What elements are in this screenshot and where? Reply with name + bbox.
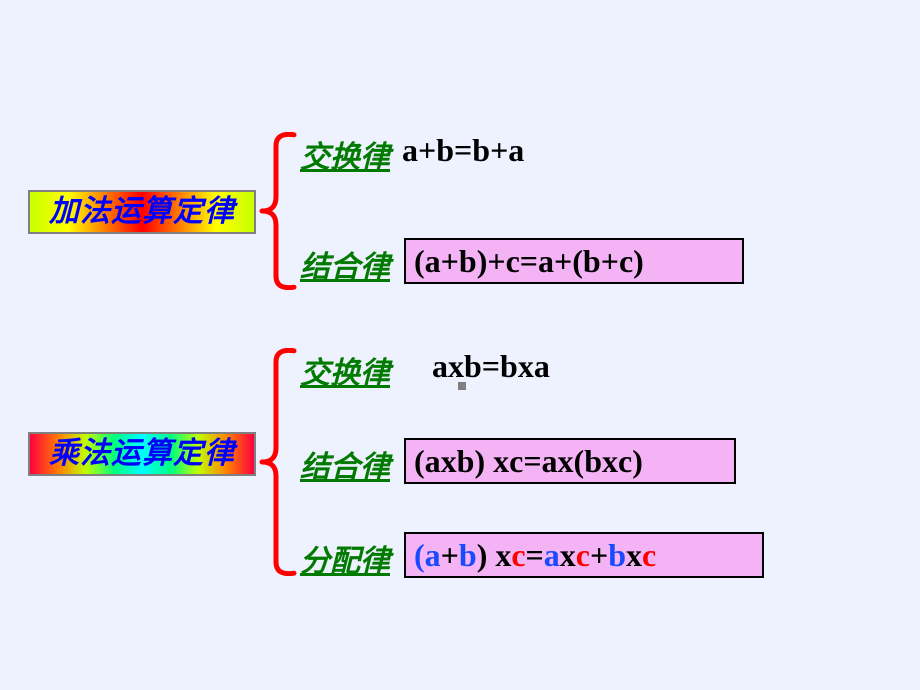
addition-commutative-formula: a+b=b+a [402, 132, 524, 169]
formula-segment: a [544, 537, 560, 573]
formula-segment: ) x [477, 537, 512, 573]
addition-laws-title-text: 加法运算定律 [49, 192, 235, 232]
multiplication-associative-formula: (axb) xc=ax(bxc) [404, 438, 736, 484]
multiplication-commutative-label: 交换律 [300, 348, 390, 392]
formula-segment: + [441, 537, 459, 573]
addition-bracket [258, 132, 298, 290]
formula-segment: x [560, 537, 576, 573]
multiplication-distributive-formula: (a+b) xc=axc+bxc [404, 532, 764, 578]
formula-segment: b [459, 537, 477, 573]
formula-segment: c [576, 537, 590, 573]
formula-segment: c [511, 537, 525, 573]
multiplication-laws-title-text: 乘法运算定律 [49, 434, 235, 474]
formula-segment: (a [414, 537, 441, 573]
addition-laws-title-box: 加法运算定律 [28, 190, 256, 234]
slide-center-dot [458, 382, 466, 390]
addition-commutative-label: 交换律 [300, 132, 390, 176]
formula-segment: b [608, 537, 626, 573]
multiplication-associative-label: 结合律 [300, 442, 390, 486]
multiplication-bracket [258, 348, 298, 576]
formula-segment: x [626, 537, 642, 573]
addition-associative-label: 结合律 [300, 242, 390, 286]
multiplication-commutative-formula: axb=bxa [432, 348, 550, 385]
multiplication-laws-title-box: 乘法运算定律 [28, 432, 256, 476]
formula-segment: c [642, 537, 656, 573]
formula-segment: = [526, 537, 544, 573]
multiplication-distributive-label: 分配律 [300, 536, 390, 580]
addition-associative-formula: (a+b)+c=a+(b+c) [404, 238, 744, 284]
formula-segment: + [590, 537, 608, 573]
